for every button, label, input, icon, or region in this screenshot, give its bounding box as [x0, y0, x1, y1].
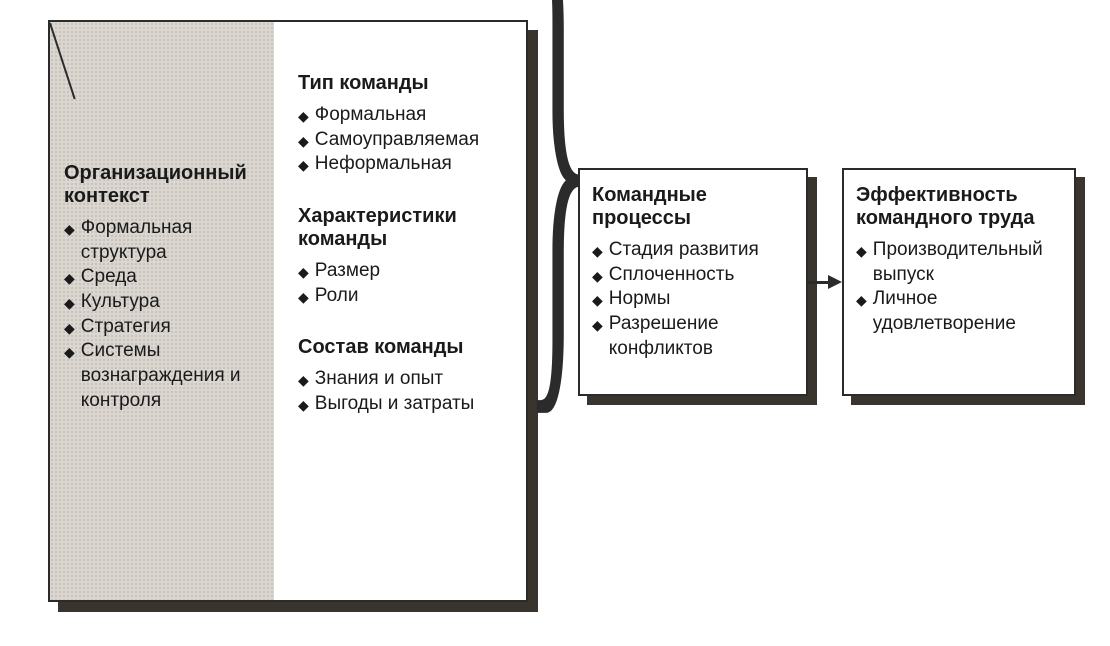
- list-item: ◆ Сплоченность: [592, 263, 794, 288]
- list-item: ◆ Стадия развития: [592, 238, 794, 263]
- list-item: ◆ Среда: [64, 265, 274, 290]
- diamond-bullet-icon: ◆: [64, 269, 75, 287]
- list-item-label: Неформальная: [315, 152, 452, 177]
- list-item-label: Системы вознаграждения и контроля: [81, 339, 274, 413]
- arrow-head: [828, 275, 842, 289]
- diamond-bullet-icon: ◆: [64, 343, 75, 361]
- group: Характеристики команды ◆ Размер ◆ Роли: [298, 205, 518, 308]
- list-item: ◆ Нормы: [592, 287, 794, 312]
- list-item: ◆ Стратегия: [64, 315, 274, 340]
- list-item: ◆ Личное удовлетворение: [856, 287, 1062, 336]
- list-item-label: Стадия развития: [609, 238, 759, 263]
- list-item: ◆ Размер: [298, 259, 518, 284]
- list-item-label: Разрешение конфликтов: [609, 312, 794, 361]
- group-heading: Тип команды: [298, 72, 518, 95]
- mid-list: ◆ Стадия развития ◆ Сплоченность ◆ Нормы ◆ Разр…: [592, 238, 794, 361]
- diamond-bullet-icon: ◆: [592, 291, 603, 309]
- list-item: ◆ Самоуправляемая: [298, 128, 518, 153]
- list-item-label: Сплоченность: [609, 263, 735, 288]
- diamond-bullet-icon: ◆: [298, 288, 309, 306]
- diamond-bullet-icon: ◆: [298, 371, 309, 389]
- list-item-label: Формальная структура: [81, 216, 274, 265]
- list-item-label: Личное удовлетворение: [873, 287, 1062, 336]
- left-column: Организационный контекст ◆ Формальная стр…: [64, 162, 274, 414]
- right-box: Эффективность командного труда ◆ Производ…: [842, 168, 1076, 396]
- org-context-list: ◆ Формальная структура ◆ Среда ◆ Культура ◆ Стр…: [64, 216, 274, 414]
- list-item: ◆ Знания и опыт: [298, 367, 518, 392]
- list-item: ◆ Формальная структура: [64, 216, 274, 265]
- list-item: ◆ Неформальная: [298, 152, 518, 177]
- diamond-bullet-icon: ◆: [856, 291, 867, 309]
- mid-heading: Командные процессы: [592, 184, 794, 230]
- list-item: ◆ Системы вознаграждения и контроля: [64, 339, 274, 413]
- list-item-label: Выгоды и затраты: [315, 392, 475, 417]
- list-item-label: Формальная: [315, 103, 427, 128]
- list-item-label: Производительный выпуск: [873, 238, 1062, 287]
- list-item-label: Размер: [315, 259, 380, 284]
- diamond-bullet-icon: ◆: [64, 294, 75, 312]
- diamond-bullet-icon: ◆: [298, 156, 309, 174]
- list-item-label: Самоуправляемая: [315, 128, 479, 153]
- group-heading: Характеристики команды: [298, 205, 518, 251]
- right-list: ◆ Производительный выпуск ◆ Личное удовлетв…: [856, 238, 1062, 337]
- mid-box: Командные процессы ◆ Стадия развития ◆ Спло…: [578, 168, 808, 396]
- diamond-bullet-icon: ◆: [298, 107, 309, 125]
- diamond-bullet-icon: ◆: [592, 267, 603, 285]
- list-item-label: Среда: [81, 265, 137, 290]
- right-heading: Эффективность командного труда: [856, 184, 1062, 230]
- list-item: ◆ Формальная: [298, 103, 518, 128]
- diamond-bullet-icon: ◆: [592, 242, 603, 260]
- diamond-bullet-icon: ◆: [298, 132, 309, 150]
- diamond-bullet-icon: ◆: [64, 319, 75, 337]
- diamond-bullet-icon: ◆: [856, 242, 867, 260]
- list-item-label: Знания и опыт: [315, 367, 443, 392]
- list-item-label: Нормы: [609, 287, 671, 312]
- group: Состав команды ◆ Знания и опыт ◆ Выгоды и за…: [298, 336, 518, 416]
- list-item: ◆ Роли: [298, 284, 518, 309]
- list-item-label: Культура: [81, 290, 160, 315]
- big-box: Организационный контекст ◆ Формальная стр…: [48, 20, 528, 602]
- diamond-bullet-icon: ◆: [298, 263, 309, 281]
- list-item-label: Роли: [315, 284, 359, 309]
- diamond-bullet-icon: ◆: [64, 220, 75, 238]
- group-heading: Состав команды: [298, 336, 518, 359]
- right-column: Тип команды ◆ Формальная ◆ Самоуправляемая ◆ Н…: [298, 72, 518, 445]
- list-item-label: Стратегия: [81, 315, 171, 340]
- diamond-bullet-icon: ◆: [298, 396, 309, 414]
- arrow-line: [808, 281, 830, 284]
- diagram-canvas: Организационный контекст ◆ Формальная стр…: [0, 0, 1110, 646]
- group: Тип команды ◆ Формальная ◆ Самоуправляемая ◆ Н…: [298, 72, 518, 177]
- list-item: ◆ Разрешение конфликтов: [592, 312, 794, 361]
- list-item: ◆ Производительный выпуск: [856, 238, 1062, 287]
- diamond-bullet-icon: ◆: [592, 316, 603, 334]
- list-item: ◆ Выгоды и затраты: [298, 392, 518, 417]
- list-item: ◆ Культура: [64, 290, 274, 315]
- org-context-heading: Организационный контекст: [64, 162, 274, 208]
